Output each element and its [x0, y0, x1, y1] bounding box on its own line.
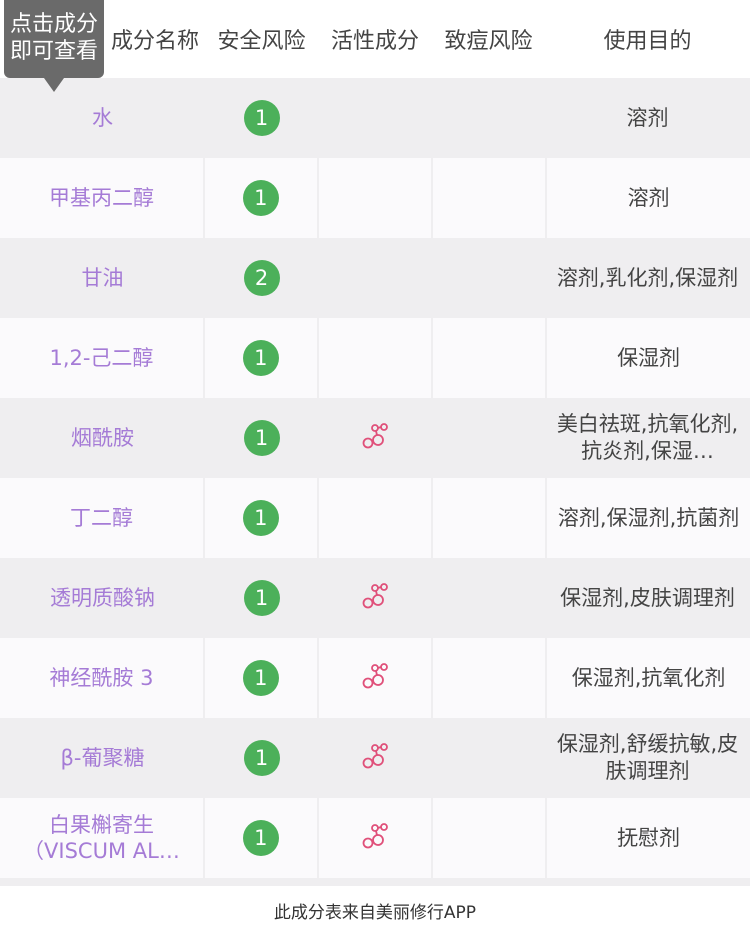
safety-cell: 1	[205, 78, 318, 158]
safety-badge: 1	[243, 420, 280, 456]
table-row[interactable]: 透明质酸钠 1 保湿剂,皮肤调理剂	[0, 558, 750, 638]
ingredient-table: 水 1 溶剂 甲基丙二醇 1 溶剂 甘油 2 溶剂,乳化剂,保湿剂 1,2-己二醇 1…	[0, 78, 750, 878]
ingredient-name[interactable]: 烟酰胺	[71, 426, 134, 450]
safety-cell: 1	[205, 718, 318, 798]
active-cell	[318, 638, 432, 718]
ingredient-name[interactable]: 水	[92, 106, 113, 130]
acne-cell	[432, 718, 545, 798]
purpose-cell: 抚慰剂	[547, 798, 750, 878]
ingredient-name[interactable]: β-葡聚糖	[60, 746, 145, 770]
table-row[interactable]: 白果槲寄生（VISCUM AL… 1 抚慰剂	[0, 798, 750, 878]
active-cell	[318, 478, 432, 558]
active-cell	[318, 158, 432, 238]
acne-cell	[433, 318, 546, 398]
purpose-cell: 保湿剂,抗氧化剂	[547, 638, 750, 718]
safety-badge: 1	[243, 100, 280, 136]
acne-cell	[432, 398, 545, 478]
safety-badge: 1	[242, 180, 279, 216]
active-cell	[318, 798, 432, 878]
safety-badge: 1	[242, 500, 279, 536]
header-purpose: 使用目的	[603, 29, 692, 54]
tooltip-line2: 即可查看	[9, 39, 98, 64]
safety-badge: 1	[242, 820, 279, 856]
header-safety: 安全风险	[217, 29, 306, 54]
purpose-cell: 溶剂	[626, 105, 669, 130]
acne-cell	[433, 158, 546, 238]
acne-cell	[433, 478, 546, 558]
purpose-cell: 保湿剂	[547, 318, 750, 398]
table-row[interactable]: β-葡聚糖 1 保湿剂,舒缓抗敏,皮肤调理剂	[0, 718, 750, 798]
safety-cell: 1	[205, 558, 318, 638]
table-row[interactable]: 水 1 溶剂	[0, 78, 750, 158]
ingredient-name[interactable]: 丁二醇	[0, 478, 203, 558]
ingredient-name[interactable]: 神经酰胺 3	[0, 638, 203, 718]
safety-badge: 1	[242, 660, 279, 696]
ingredient-name[interactable]: 1,2-己二醇	[0, 318, 203, 398]
footer: 此成分表来自美丽修行APP	[0, 878, 750, 935]
safety-cell: 1	[204, 638, 317, 718]
ingredient-name[interactable]: 甲基丙二醇	[0, 158, 203, 238]
table-row[interactable]: 1,2-己二醇 1 保湿剂	[0, 318, 750, 398]
ingredient-name[interactable]: 透明质酸钠	[50, 586, 155, 610]
purpose-cell: 保湿剂,舒缓抗敏,皮肤调理剂	[556, 732, 739, 783]
table-row[interactable]: 甘油 2 溶剂,乳化剂,保湿剂	[0, 238, 750, 318]
header-active: 活性成分	[330, 29, 419, 54]
safety-cell: 1	[205, 398, 318, 478]
safety-badge: 1	[243, 740, 280, 776]
safety-cell: 1	[204, 798, 317, 878]
safety-cell: 1	[204, 318, 317, 398]
table-row[interactable]: 丁二醇 1 溶剂,保湿剂,抗菌剂	[0, 478, 750, 558]
safety-badge: 1	[242, 340, 279, 376]
molecule-icon	[360, 741, 390, 775]
active-cell	[318, 318, 432, 398]
acne-cell	[433, 798, 546, 878]
purpose-cell: 美白祛斑,抗氧化剂,抗炎剂,保湿…	[556, 412, 739, 463]
safety-cell: 1	[204, 478, 317, 558]
acne-cell	[432, 78, 545, 158]
acne-cell	[433, 638, 546, 718]
safety-badge: 1	[243, 580, 280, 616]
active-cell	[318, 398, 432, 478]
active-cell	[318, 78, 432, 158]
ingredient-name[interactable]: 白果槲寄生（VISCUM AL…	[0, 798, 203, 878]
table-row[interactable]: 烟酰胺 1 美白祛斑,抗氧化剂,抗炎剂,保湿…	[0, 398, 750, 478]
table-row[interactable]: 甲基丙二醇 1 溶剂	[0, 158, 750, 238]
molecule-icon	[360, 821, 390, 855]
active-cell	[318, 238, 432, 318]
tooltip: 点击成分 即可查看	[4, 0, 104, 92]
active-cell	[318, 718, 432, 798]
ingredient-name[interactable]: 甘油	[81, 266, 124, 290]
molecule-icon	[360, 661, 390, 695]
active-cell	[318, 558, 432, 638]
molecule-icon	[360, 421, 390, 455]
safety-badge: 2	[243, 260, 280, 296]
table-row[interactable]: 神经酰胺 3 1 保湿剂,抗氧化剂	[0, 638, 750, 718]
table-header: 成分名称 安全风险 活性成分 致痘风险 使用目的	[0, 0, 750, 78]
purpose-cell: 溶剂	[547, 158, 750, 238]
safety-cell: 1	[204, 158, 317, 238]
purpose-cell: 保湿剂,皮肤调理剂	[560, 585, 735, 610]
purpose-cell: 溶剂,保湿剂,抗菌剂	[547, 478, 750, 558]
header-name: 成分名称	[110, 29, 199, 54]
purpose-cell: 溶剂,乳化剂,保湿剂	[556, 265, 739, 290]
header-acne: 致痘风险	[444, 29, 533, 54]
molecule-icon	[360, 581, 390, 615]
safety-cell: 2	[205, 238, 318, 318]
tooltip-line1: 点击成分	[9, 12, 98, 37]
acne-cell	[432, 558, 545, 638]
acne-cell	[432, 238, 545, 318]
